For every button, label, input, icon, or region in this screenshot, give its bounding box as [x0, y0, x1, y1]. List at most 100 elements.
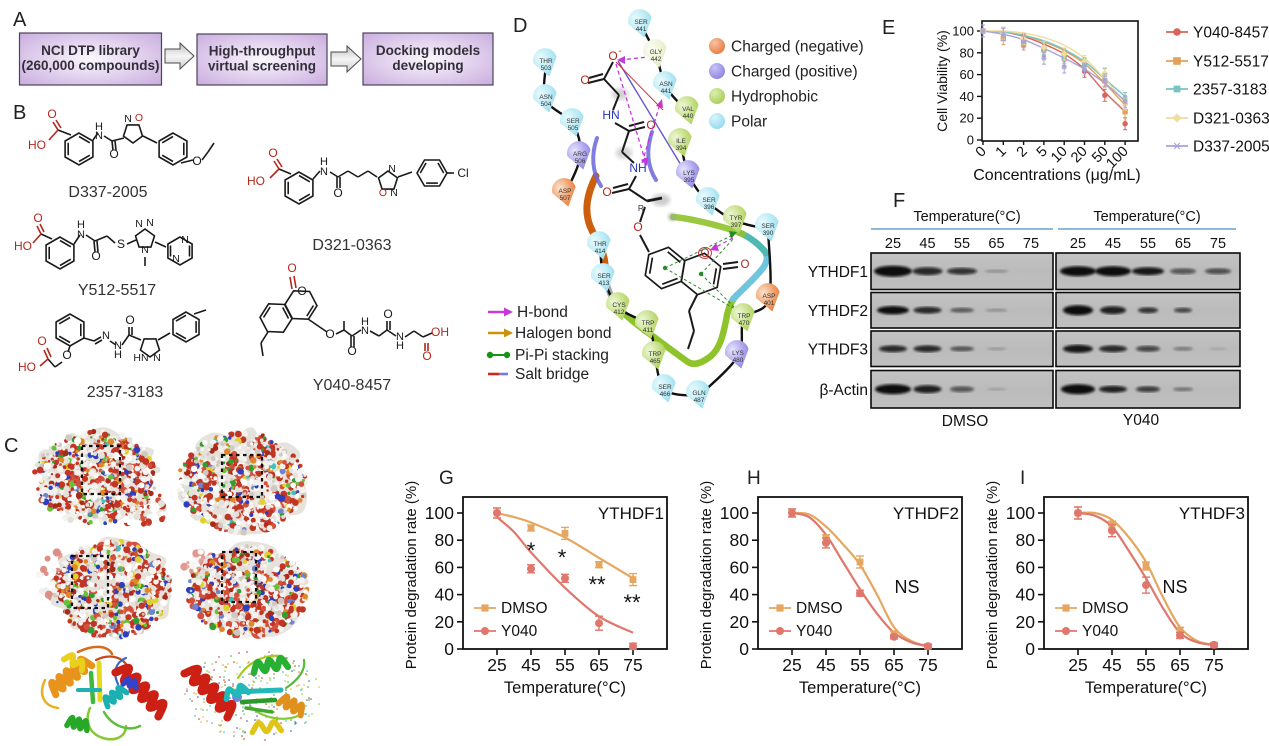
svg-text:Hydrophobic: Hydrophobic — [731, 89, 818, 106]
svg-text:O: O — [741, 259, 750, 271]
svg-text:100: 100 — [1006, 503, 1035, 523]
svg-text:HO: HO — [28, 138, 46, 152]
svg-text:466: 466 — [660, 391, 671, 398]
svg-text:45: 45 — [1102, 655, 1121, 675]
svg-text:β-Actin: β-Actin — [819, 382, 868, 399]
svg-text:45: 45 — [1105, 236, 1121, 252]
svg-text:SER: SER — [597, 273, 611, 280]
svg-text:Protein degradation rate (%): Protein degradation rate (%) — [403, 481, 420, 669]
svg-text:Cl: Cl — [457, 166, 468, 180]
svg-text:N: N — [361, 325, 369, 337]
svg-text:O: O — [33, 211, 42, 225]
svg-text:O: O — [333, 186, 342, 200]
svg-text:D: D — [513, 15, 527, 37]
svg-text:40: 40 — [960, 89, 974, 104]
svg-text:-: - — [618, 46, 621, 57]
svg-text:Y512-5517: Y512-5517 — [78, 282, 156, 299]
svg-text:TYR: TYR — [730, 215, 743, 222]
svg-text:80: 80 — [960, 45, 974, 60]
svg-text:GLN: GLN — [692, 390, 706, 397]
svg-text:25: 25 — [487, 655, 506, 675]
svg-text:413: 413 — [599, 280, 610, 287]
svg-text:*: * — [558, 545, 567, 570]
svg-text:R: R — [638, 203, 644, 213]
svg-text:D337-2005: D337-2005 — [1193, 139, 1269, 156]
svg-text:55: 55 — [1140, 236, 1156, 252]
svg-text:O: O — [347, 344, 356, 358]
svg-text:397: 397 — [731, 222, 742, 229]
svg-text:390: 390 — [763, 230, 774, 237]
svg-text:441: 441 — [636, 26, 647, 33]
svg-text:80: 80 — [435, 530, 455, 550]
svg-text:395: 395 — [684, 177, 695, 184]
svg-text:80: 80 — [730, 530, 750, 550]
svg-text:HO: HO — [18, 360, 36, 374]
svg-text:55: 55 — [850, 655, 869, 675]
svg-text:414: 414 — [595, 248, 606, 255]
svg-text:ASN: ASN — [539, 94, 553, 101]
svg-text:OH: OH — [431, 325, 449, 339]
svg-text:High-throughput: High-throughput — [209, 44, 316, 59]
svg-text:20: 20 — [435, 612, 455, 632]
svg-text:0: 0 — [739, 639, 749, 659]
svg-text:O: O — [580, 73, 589, 87]
svg-text:Halogen bond: Halogen bond — [515, 325, 612, 342]
svg-text:H: H — [320, 156, 328, 168]
svg-text:I: I — [1020, 468, 1025, 489]
svg-text:O: O — [37, 334, 46, 348]
svg-text:60: 60 — [960, 67, 974, 82]
svg-text:YTHDF2: YTHDF2 — [893, 504, 959, 523]
svg-text:N: N — [390, 187, 398, 199]
svg-text:0: 0 — [967, 133, 974, 148]
svg-text:E: E — [882, 17, 895, 39]
svg-text:THR: THR — [593, 241, 607, 248]
svg-text:40: 40 — [1016, 585, 1036, 605]
svg-text:60: 60 — [730, 557, 750, 577]
svg-text:Y040: Y040 — [1082, 623, 1119, 640]
svg-text:O: O — [379, 187, 387, 199]
svg-text:N: N — [388, 163, 396, 175]
svg-text:DMSO: DMSO — [942, 413, 989, 430]
svg-text:Y040: Y040 — [1123, 412, 1160, 429]
svg-text:CYS: CYS — [612, 302, 626, 309]
svg-text:394: 394 — [676, 145, 687, 152]
svg-text:NCI DTP library: NCI DTP library — [41, 43, 140, 58]
svg-text:C: C — [4, 435, 18, 457]
svg-text:N: N — [153, 352, 161, 364]
svg-text:Y040: Y040 — [501, 623, 538, 640]
svg-text:DMSO: DMSO — [501, 600, 548, 617]
svg-text:2357-3183: 2357-3183 — [1193, 82, 1267, 99]
svg-text:YTHDF3: YTHDF3 — [1179, 504, 1245, 523]
svg-text:Pi-Pi stacking: Pi-Pi stacking — [515, 347, 609, 364]
svg-text:O: O — [135, 112, 143, 124]
svg-text:N: N — [181, 234, 189, 246]
svg-text:ARG: ARG — [573, 151, 587, 158]
svg-text:20: 20 — [1016, 612, 1036, 632]
svg-text:N: N — [141, 244, 149, 256]
svg-text:442: 442 — [651, 56, 662, 63]
svg-text:H: H — [361, 316, 369, 328]
svg-text:N: N — [320, 166, 328, 178]
svg-text:401: 401 — [764, 300, 775, 307]
svg-text:65: 65 — [988, 236, 1004, 252]
svg-text:SER: SER — [702, 197, 716, 204]
svg-text:NS: NS — [894, 577, 919, 597]
svg-text:ASN: ASN — [659, 81, 673, 88]
svg-text:(260,000 compounds): (260,000 compounds) — [21, 58, 159, 73]
svg-text:O: O — [91, 249, 100, 263]
svg-text:75: 75 — [918, 655, 937, 675]
svg-text:N: N — [135, 218, 143, 230]
svg-text:0: 0 — [1025, 639, 1035, 659]
svg-text:487: 487 — [694, 397, 705, 404]
svg-text:75: 75 — [623, 655, 642, 675]
svg-text:O: O — [646, 118, 655, 132]
svg-text:G: G — [439, 468, 454, 489]
svg-text:507: 507 — [560, 195, 571, 202]
svg-text:Cell Viability (%): Cell Viability (%) — [934, 30, 950, 132]
svg-text:65: 65 — [1175, 236, 1191, 252]
svg-text:SER: SER — [761, 223, 775, 230]
svg-text:F: F — [893, 190, 905, 212]
svg-text:412: 412 — [614, 309, 625, 316]
svg-text:Docking models: Docking models — [376, 43, 480, 58]
svg-text:GLY: GLY — [650, 49, 663, 56]
